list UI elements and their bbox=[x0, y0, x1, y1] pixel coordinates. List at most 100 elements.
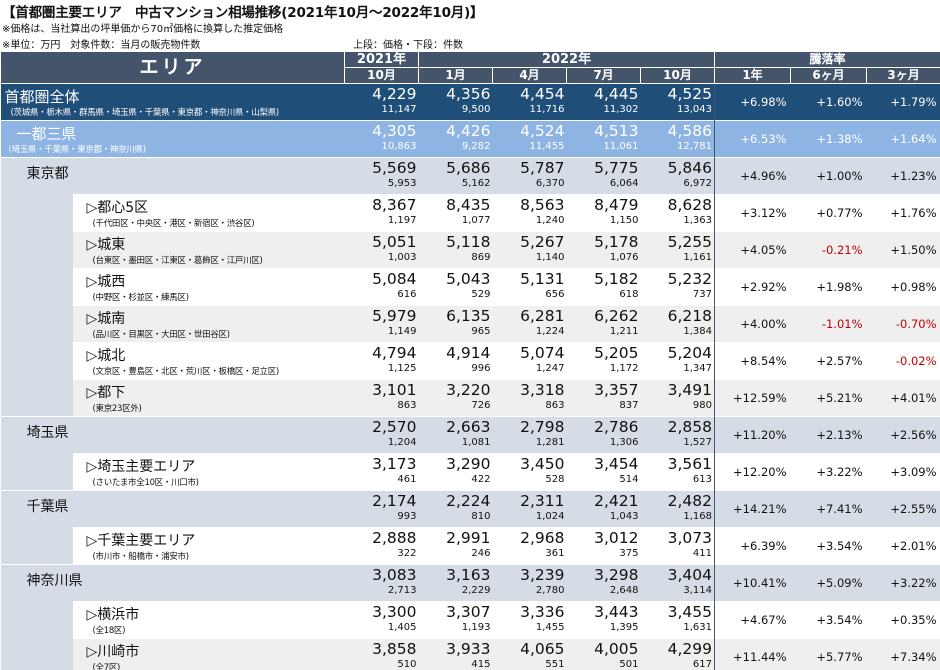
change-rate: +4.00% bbox=[714, 305, 791, 343]
price-value: 5,569 bbox=[372, 159, 417, 177]
listing-count: 1,197 bbox=[387, 215, 417, 226]
listing-count: 993 bbox=[397, 511, 417, 522]
value-cell: 2,858 1,527 bbox=[640, 416, 715, 454]
value-cell: 5,043 529 bbox=[418, 268, 493, 306]
value-cell: 3,012 375 bbox=[566, 527, 641, 565]
change-rate: +2.56% bbox=[866, 416, 940, 454]
indent-cell bbox=[0, 194, 73, 232]
value-cell: 6,262 1,211 bbox=[566, 305, 641, 343]
listing-count: 361 bbox=[545, 548, 565, 559]
legend-note: 上段：価格・下段：件数 bbox=[353, 40, 463, 51]
area-name: 東京都 bbox=[26, 166, 69, 182]
area-name: 一都三県 bbox=[16, 125, 77, 143]
listing-count: 2,780 bbox=[535, 585, 565, 596]
change-rate: +5.77% bbox=[790, 638, 867, 670]
price-value: 3,290 bbox=[446, 455, 491, 473]
price-value: 4,426 bbox=[446, 122, 491, 140]
listing-count: 5,953 bbox=[387, 178, 417, 189]
price-value: 4,305 bbox=[372, 122, 417, 140]
note-price-method: ※価格は、当社算出の坪単価から70㎡価格に換算した推定価格 bbox=[2, 24, 284, 35]
price-value: 5,043 bbox=[446, 270, 491, 288]
area-name: ▷川崎市 bbox=[86, 644, 140, 660]
change-rate: +4.05% bbox=[714, 231, 791, 269]
change-rate: +2.92% bbox=[714, 268, 791, 306]
price-value: 3,491 bbox=[667, 381, 713, 399]
listing-count: 1,384 bbox=[683, 326, 713, 337]
price-value: 5,787 bbox=[520, 159, 565, 177]
table-row: 千葉県 2,174 993 2,224 810 2,311 1,024 2,421 1,043 2… bbox=[0, 490, 940, 528]
table-body: 首都圏全体 (茨城県・栃木県・群馬県・埼玉県・千葉県・東京都・神奈川県・山梨県) 4… bbox=[0, 83, 940, 670]
header-area: エリア bbox=[0, 51, 346, 84]
value-cell: 3,357 837 bbox=[566, 379, 641, 417]
price-value: 5,118 bbox=[446, 233, 491, 251]
area-name: ▷埼玉主要エリア bbox=[86, 459, 196, 475]
listing-count: 1,281 bbox=[535, 437, 565, 448]
value-cell: 3,404 3,114 bbox=[640, 564, 715, 602]
listing-count: 1,140 bbox=[535, 252, 565, 263]
price-value: 4,065 bbox=[520, 640, 565, 658]
listing-count: 810 bbox=[471, 511, 491, 522]
listing-count: 996 bbox=[471, 363, 491, 374]
value-cell: 2,311 1,024 bbox=[492, 490, 567, 528]
change-rate: +0.98% bbox=[866, 268, 940, 306]
table-row: ▷千葉主要エリア (市川市・船橋市・浦安市) 2,888 322 2,991 246 2,9… bbox=[0, 527, 940, 565]
change-rate: +1.00% bbox=[790, 157, 867, 195]
value-cell: 5,979 1,149 bbox=[344, 305, 419, 343]
change-rate: +3.12% bbox=[714, 194, 791, 232]
price-value: 8,479 bbox=[594, 196, 639, 214]
area-name: ▷都心5区 bbox=[86, 200, 149, 216]
area-detail: (台東区・墨田区・江東区・葛飾区・江戸川区) bbox=[92, 256, 263, 266]
price-value: 3,220 bbox=[446, 381, 491, 399]
area-cell: 一都三県 (埼玉県・千葉県・東京都・神奈川県) bbox=[0, 120, 345, 158]
value-cell: 5,074 1,247 bbox=[492, 342, 567, 380]
price-value: 5,205 bbox=[594, 344, 639, 362]
price-value: 5,232 bbox=[667, 270, 713, 288]
listing-count: 1,024 bbox=[535, 511, 565, 522]
area-detail: (品川区・目黒区・大田区・世田谷区) bbox=[92, 330, 231, 340]
change-rate: +0.77% bbox=[790, 194, 867, 232]
table-row: 一都三県 (埼玉県・千葉県・東京都・神奈川県) 4,305 10,863 4,426 9,… bbox=[0, 120, 940, 158]
value-cell: 4,914 996 bbox=[418, 342, 493, 380]
indent-cell bbox=[0, 268, 73, 306]
area-cell: ▷城東 (台東区・墨田区・江東区・葛飾区・江戸川区) bbox=[72, 231, 345, 269]
listing-count: 5,162 bbox=[461, 178, 491, 189]
value-cell: 5,787 6,370 bbox=[492, 157, 567, 195]
value-cell: 5,051 1,003 bbox=[344, 231, 419, 269]
area-cell: ▷城北 (文京区・豊島区・北区・荒川区・板橋区・足立区) bbox=[72, 342, 345, 380]
listing-count: 737 bbox=[692, 289, 713, 300]
header-month: 4月 bbox=[492, 67, 568, 84]
area-detail: (さいたま市全10区・川口市) bbox=[92, 478, 200, 488]
price-value: 4,513 bbox=[594, 122, 639, 140]
price-value: 5,084 bbox=[372, 270, 417, 288]
value-cell: 5,569 5,953 bbox=[344, 157, 419, 195]
price-value: 4,454 bbox=[520, 85, 565, 103]
value-cell: 5,205 1,172 bbox=[566, 342, 641, 380]
value-cell: 2,421 1,043 bbox=[566, 490, 641, 528]
change-rate: +7.34% bbox=[866, 638, 940, 670]
value-cell: 5,255 1,161 bbox=[640, 231, 715, 269]
value-cell: 3,163 2,229 bbox=[418, 564, 493, 602]
header-month: 10月 bbox=[344, 67, 420, 84]
area-name: 埼玉県 bbox=[26, 425, 69, 441]
change-rate: +1.79% bbox=[866, 83, 940, 121]
change-rate: +11.44% bbox=[714, 638, 791, 670]
value-cell: 5,182 618 bbox=[566, 268, 641, 306]
change-rate: +12.59% bbox=[714, 379, 791, 417]
area-cell: 埼玉県 bbox=[0, 416, 345, 454]
price-value: 2,421 bbox=[594, 492, 639, 510]
listing-count: 1,405 bbox=[387, 622, 417, 633]
value-cell: 4,445 11,302 bbox=[566, 83, 641, 121]
value-cell: 3,083 2,713 bbox=[344, 564, 419, 602]
area-name: ▷城西 bbox=[86, 274, 126, 290]
table-row: ▷都下 (東京23区外) 3,101 863 3,220 726 3,318 863 3,357… bbox=[0, 379, 940, 417]
value-cell: 2,798 1,281 bbox=[492, 416, 567, 454]
change-rate: +1.98% bbox=[790, 268, 867, 306]
header-year-2022: 2022年 bbox=[418, 51, 716, 68]
value-cell: 2,888 322 bbox=[344, 527, 419, 565]
price-value: 4,794 bbox=[372, 344, 417, 362]
price-value: 3,357 bbox=[594, 381, 639, 399]
change-rate: +2.57% bbox=[790, 342, 867, 380]
area-cell: ▷都下 (東京23区外) bbox=[72, 379, 345, 417]
listing-count: 411 bbox=[692, 548, 713, 559]
value-cell: 5,686 5,162 bbox=[418, 157, 493, 195]
